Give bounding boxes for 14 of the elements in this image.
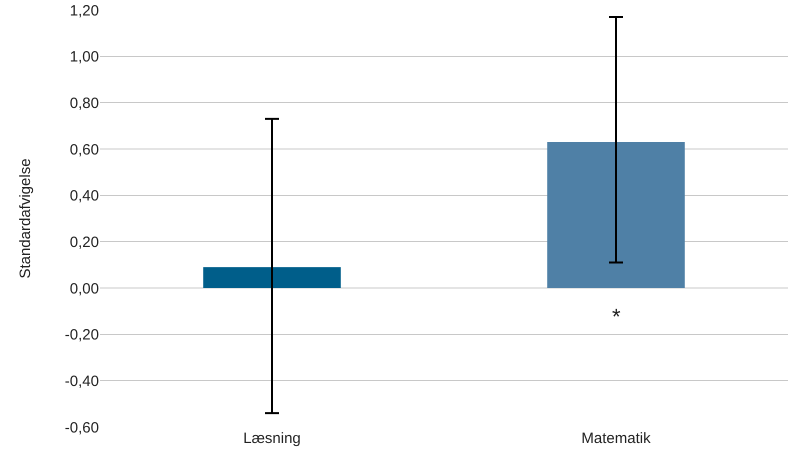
y-tick-label: 1,00 bbox=[70, 48, 99, 66]
y-axis-title: Standardafvigelse bbox=[17, 158, 34, 279]
y-tick-label: -0,60 bbox=[64, 419, 99, 436]
y-tick-label: 1,20 bbox=[70, 2, 99, 20]
y-tick-label: 0,20 bbox=[70, 234, 99, 251]
y-tick-label: -0,20 bbox=[64, 326, 99, 344]
x-tick-label: Læsning bbox=[243, 430, 301, 447]
x-tick-label: Matematik bbox=[581, 430, 652, 447]
y-tick-label: 0,00 bbox=[70, 280, 99, 298]
y-tick-label: -0,40 bbox=[64, 372, 99, 390]
y-tick-label: 0,60 bbox=[70, 141, 99, 158]
y-tick-label: 0,40 bbox=[70, 188, 99, 205]
y-tick-label: 0,80 bbox=[70, 94, 99, 112]
annotation: * bbox=[612, 304, 621, 329]
